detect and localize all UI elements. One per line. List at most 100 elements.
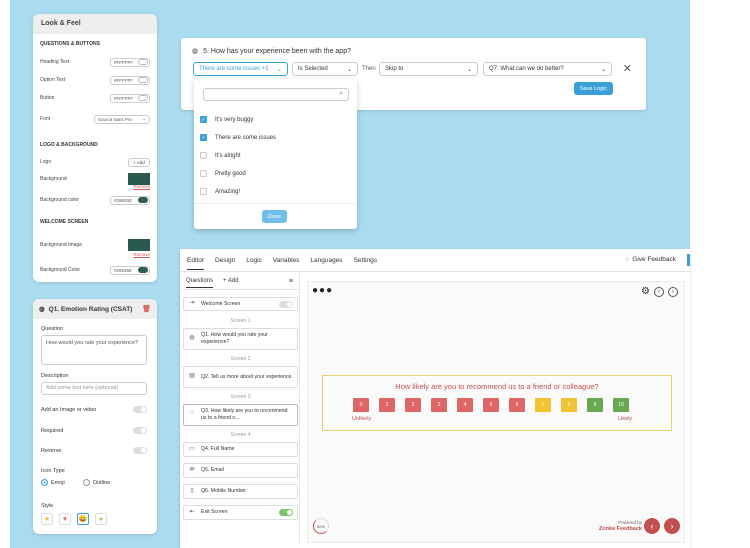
heading-text-color[interactable]: #FFFFFF [110, 57, 150, 67]
required-toggle[interactable] [133, 427, 147, 434]
nps-score-button[interactable]: 10 [613, 398, 629, 412]
operator-dropdown[interactable]: Is Selected ⌄ [292, 62, 358, 76]
tab-variables[interactable]: Variables [272, 256, 300, 264]
action-dropdown[interactable]: Skip to ⌄ [379, 62, 478, 76]
background-remove-link[interactable]: Remove [133, 184, 150, 189]
tab-editor[interactable]: Editor [187, 257, 204, 270]
welcome-toggle[interactable] [279, 300, 293, 308]
nps-score-button[interactable]: 5 [483, 398, 499, 412]
nps-low-label: Unlikely [352, 416, 372, 422]
condition-dropdown[interactable]: There are some issues +1 ⌄ [193, 62, 288, 76]
globe-icon: ◍ [39, 306, 45, 313]
chevron-down-icon: ⌄ [346, 66, 352, 73]
nps-score-button[interactable]: 3 [431, 398, 447, 412]
option-item[interactable]: ✓ There are some issues [200, 134, 277, 141]
save-logic-button[interactable]: Save Logic [574, 82, 613, 95]
heading-text-label: Heading Text [40, 59, 70, 65]
gear-icon[interactable]: ⚙ [641, 286, 650, 297]
heart-style-icon[interactable]: ♥ [59, 513, 71, 525]
question-textarea[interactable]: How would you rate your experience? [41, 335, 147, 365]
options-search-input[interactable]: ⌕ [203, 88, 349, 101]
exit-toggle[interactable] [279, 509, 293, 516]
nps-score-button[interactable]: 9 [587, 398, 603, 412]
background-color[interactable]: #29625E [110, 195, 150, 205]
star-style-icon[interactable]: ★ [41, 513, 53, 525]
list-item-q3[interactable]: ♡ Q3. How likely are you to recommend us … [183, 404, 298, 426]
background-image-label: Background Image [40, 242, 82, 248]
dot-style-icon[interactable]: ● [95, 513, 107, 525]
prev-icon[interactable]: ‹ [654, 286, 664, 297]
checkbox [200, 152, 207, 159]
nps-score-button[interactable]: 2 [405, 398, 421, 412]
tab-logic[interactable]: Logic [246, 256, 262, 264]
reverse-toggle[interactable] [133, 447, 147, 454]
heart-icon: ♡ [189, 411, 195, 418]
chevron-down-icon: ⌄ [466, 66, 472, 73]
nps-question-block: How likely are you to recommend us to a … [322, 375, 672, 431]
description-input[interactable]: Add some text here (optional) [41, 382, 147, 395]
option-item[interactable]: Pretty good [200, 170, 246, 177]
add-question-tab[interactable]: + Add [223, 278, 239, 284]
tab-settings[interactable]: Settings [353, 256, 378, 264]
list-item-q4[interactable]: ▭ Q4. Full Name [183, 442, 298, 457]
enter-icon: ⇥ [189, 300, 195, 307]
checkbox [200, 170, 207, 177]
image-video-toggle[interactable] [133, 406, 147, 413]
list-item-q2[interactable]: ▤ Q2. Tell us more about your experience. [183, 366, 298, 388]
button-color[interactable]: #FFFFFF [110, 93, 150, 103]
next-icon[interactable]: › [668, 286, 678, 297]
nps-question-text: How likely are you to recommend us to a … [395, 382, 599, 391]
q1-panel-title: Q1. Emotion Rating (CSAT) [48, 305, 133, 313]
icon-emoji-radio[interactable]: Emoji [41, 479, 65, 486]
question-list: Questions + Add ≡ ⇥ Welcome Screen Screen… [182, 273, 300, 543]
nps-score-button[interactable]: 6 [509, 398, 525, 412]
option-item[interactable]: It's alright [200, 152, 241, 159]
reorder-icon[interactable]: ≡ [288, 277, 293, 285]
option-text-color[interactable]: #FFFFFF [110, 75, 150, 85]
font-select[interactable]: Source Sans Pro ⌄ [94, 114, 150, 124]
emoji-style-icon[interactable]: 😀 [77, 513, 89, 525]
list-item-q5[interactable]: ✉ Q5. Email [183, 463, 298, 478]
tab-design[interactable]: Design [214, 256, 236, 264]
done-button[interactable]: Done [262, 210, 287, 223]
trash-icon[interactable]: 🗑 [142, 306, 151, 313]
back-arrow-icon[interactable]: ‹ [644, 518, 660, 534]
description-label: Description [41, 373, 69, 379]
nps-score-button[interactable]: 1 [379, 398, 395, 412]
background-thumbnail[interactable] [128, 173, 150, 185]
questions-buttons-header: QUESTIONS & BUTTONS [40, 41, 100, 47]
welcome-bg-color[interactable]: #29625E [110, 265, 150, 275]
questions-tab[interactable]: Questions [186, 278, 214, 288]
checkbox-checked: ✓ [200, 116, 207, 123]
logo-add-button[interactable]: + Add [128, 157, 150, 167]
more-icon[interactable]: ●●● [312, 285, 334, 296]
background-image-remove-link[interactable]: Remove [133, 252, 150, 257]
nps-score-button[interactable]: 4 [457, 398, 473, 412]
list-item-q6[interactable]: ▯ Q6. Mobile Number [183, 484, 298, 499]
exit-icon: ⇤ [189, 508, 195, 515]
target-dropdown[interactable]: Q7: What can we do better? ⌄ [483, 62, 612, 76]
option-item[interactable]: ✓ It's very buggy [200, 116, 254, 123]
list-item-q1[interactable]: ◍ Q1. How would you rate your experience? [183, 328, 298, 350]
nps-score-button[interactable]: 7 [535, 398, 551, 412]
background-image-thumbnail[interactable] [128, 239, 150, 251]
close-icon[interactable]: ✕ [622, 63, 632, 75]
nps-score-button[interactable]: 0 [353, 398, 369, 412]
list-item-exit[interactable]: ⇤ Exit Screen [183, 505, 298, 520]
background-label: Background [40, 176, 67, 182]
chevron-down-icon: ⌄ [142, 116, 146, 121]
survey-preview: ●●● ⚙ ‹ › How likely are you to recommen… [307, 281, 685, 543]
option-item[interactable]: Amazing! [200, 188, 240, 195]
icon-outline-radio[interactable]: Outline [82, 479, 110, 486]
forward-arrow-icon[interactable]: › [664, 518, 680, 534]
screen-label: Screen 3 [230, 394, 251, 400]
nps-score-button[interactable]: 8 [561, 398, 577, 412]
checkbox-checked: ✓ [200, 134, 207, 141]
brand-name: Zonka Feedback [598, 525, 642, 532]
screen-label: Screen 4 [230, 432, 251, 438]
list-item-welcome[interactable]: ⇥ Welcome Screen [183, 297, 298, 311]
chevron-down-icon: ⌄ [276, 66, 282, 73]
tab-languages[interactable]: Languages [310, 256, 343, 264]
logo-label: Logo [40, 159, 52, 165]
give-feedback-button[interactable]: ◌ Give Feedback [625, 256, 676, 263]
